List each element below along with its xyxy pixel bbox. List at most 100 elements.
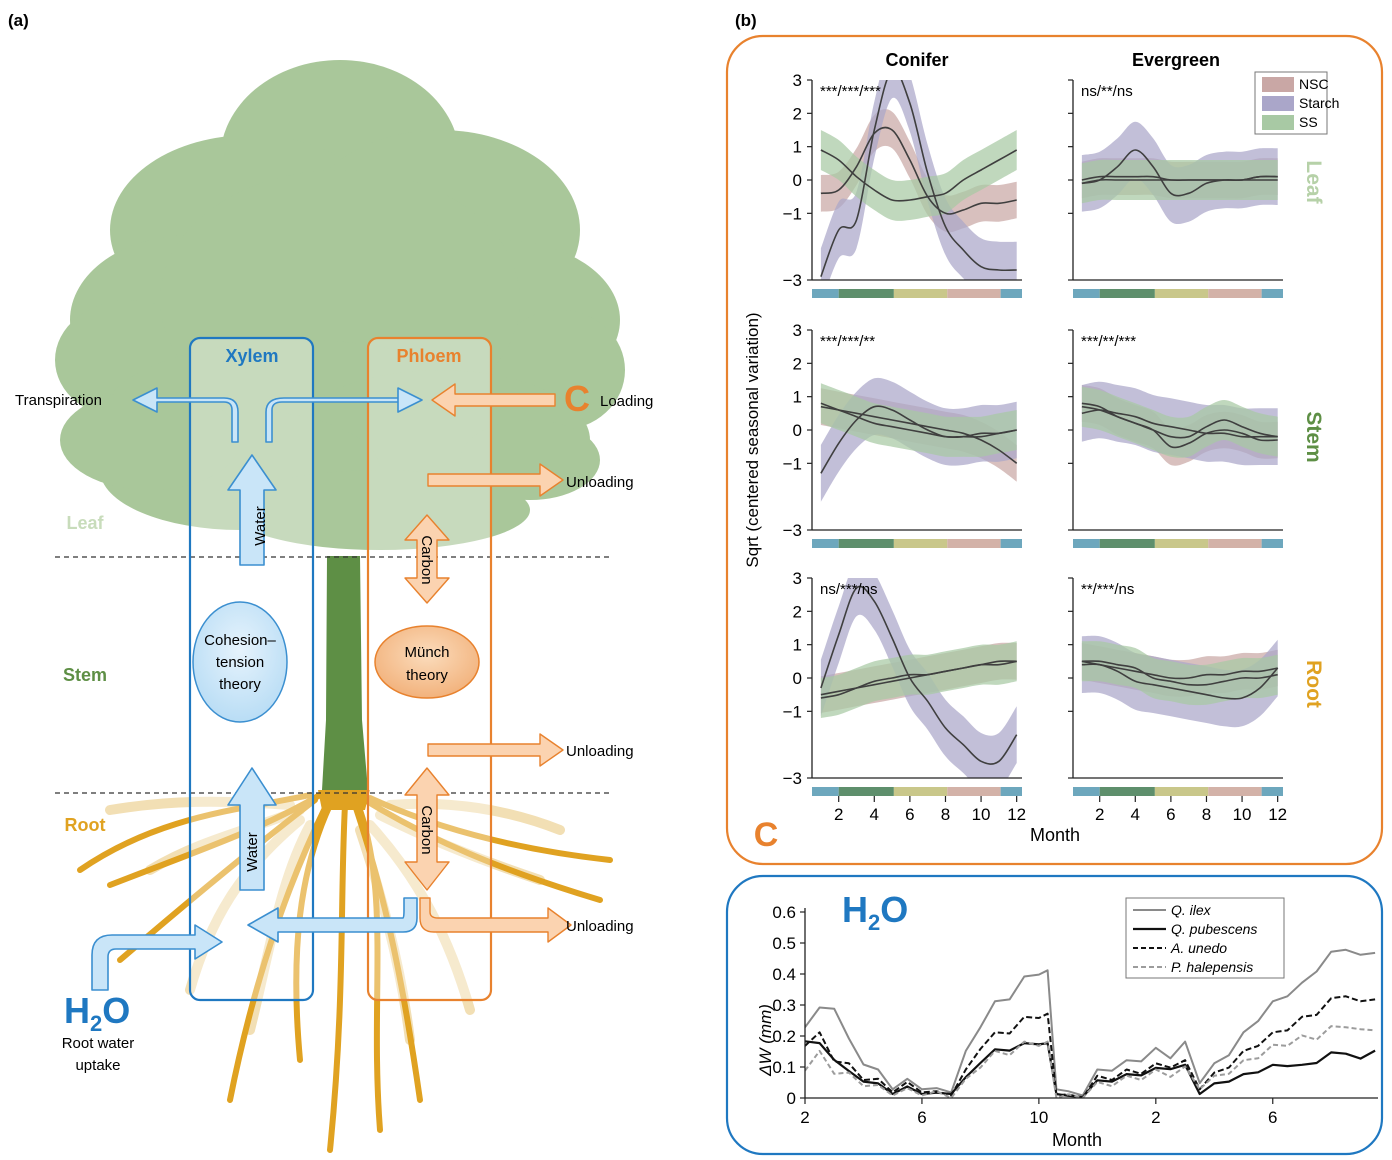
munch-theory — [374, 625, 480, 699]
season-bar-segment — [1000, 787, 1022, 796]
carbon-arrow-upper — [404, 514, 450, 604]
line-starch — [1081, 663, 1279, 700]
c-symbol-a: C — [564, 378, 590, 419]
y-tick-label: −3 — [783, 271, 802, 290]
water-y-tick: 0.3 — [772, 996, 796, 1015]
unloading-arrow-1 — [427, 463, 564, 497]
water-y-tick: 0.1 — [772, 1058, 796, 1077]
x-tick-label: 4 — [870, 805, 879, 824]
line-starch — [1081, 409, 1278, 438]
loading-arrow — [431, 383, 556, 417]
panel-b-frame — [725, 34, 1384, 866]
cohesion-line-2: tension — [216, 654, 264, 671]
panel-c-legend: Q. ilex Q. pubescens A. unedo P. halepen… — [1125, 897, 1285, 979]
season-bar-segment — [1073, 289, 1100, 298]
season-bar-segment — [1154, 289, 1209, 298]
legend-a-unedo: A. unedo — [1170, 940, 1227, 956]
water-series-3 — [805, 995, 1376, 1098]
y-tick-label: 2 — [793, 104, 802, 123]
season-bar-segment — [838, 787, 894, 796]
col-conifer: Conifer — [886, 50, 949, 70]
line-nsc — [820, 126, 1017, 215]
band-starch — [820, 80, 1017, 280]
water-x-tick: 2 — [1151, 1108, 1160, 1127]
y-tick-label: −1 — [783, 454, 802, 473]
level-root: Root — [65, 815, 106, 835]
significance-label: ***/**/*** — [1081, 333, 1136, 350]
x-tick-label: 8 — [1202, 805, 1211, 824]
season-bar-segment — [1154, 539, 1209, 548]
tree-trunk — [322, 556, 368, 790]
carbon-label-lower: Carbon — [418, 805, 435, 854]
carbon-arrow-lower — [404, 767, 450, 891]
level-stem: Stem — [63, 665, 107, 685]
x-tick-label: 12 — [1007, 805, 1026, 824]
x-tick-label: 6 — [1166, 805, 1175, 824]
line-ss — [820, 660, 1017, 699]
significance-label: ***/***/*** — [820, 83, 881, 100]
water-series-1 — [805, 948, 1376, 1097]
season-bar-segment — [1154, 787, 1209, 796]
root-uptake-arrow — [91, 924, 223, 991]
water-x-tick: 10 — [1029, 1108, 1048, 1127]
level-leaf: Leaf — [66, 513, 104, 533]
season-bar-segment — [812, 787, 839, 796]
legend-p-halepensis: P. halepensis — [1171, 959, 1253, 975]
season-bar-segment — [838, 289, 894, 298]
water-y-tick: 0.2 — [772, 1027, 796, 1046]
y-tick-label: 3 — [793, 71, 802, 90]
season-bar-segment — [1208, 787, 1262, 796]
legend-swatch-ss — [1262, 115, 1294, 130]
line-starch — [820, 585, 1018, 765]
season-bar-segment — [893, 539, 948, 548]
season-bar-segment — [838, 539, 894, 548]
season-bar-segment — [1208, 539, 1262, 548]
legend-q-pubescens: Q. pubescens — [1171, 921, 1257, 937]
line-starch — [820, 405, 1017, 474]
season-bar-segment — [1073, 539, 1100, 548]
panel-c-xlabel: Month — [1052, 1130, 1102, 1150]
row-stem: Stem — [1302, 411, 1325, 462]
season-bar-segment — [812, 539, 839, 548]
water-y-tick: 0 — [787, 1089, 796, 1108]
season-bar-segment — [1000, 289, 1022, 298]
y-tick-label: 0 — [793, 669, 802, 688]
y-tick-label: 0 — [793, 421, 802, 440]
cohesion-line-1: Cohesion– — [204, 632, 276, 649]
panel-c-frame — [725, 874, 1384, 1156]
water-y-tick: 0.5 — [772, 934, 796, 953]
y-tick-label: 1 — [793, 636, 802, 655]
x-tick-label: 4 — [1131, 805, 1140, 824]
panel-b: (b) Conifer Evergreen Leaf Stem Root Sqr… — [725, 11, 1384, 866]
x-tick-label: 12 — [1268, 805, 1287, 824]
cohesion-tension-theory — [192, 601, 288, 723]
y-tick-label: 1 — [793, 138, 802, 157]
season-bar-segment — [1099, 539, 1155, 548]
line-nsc — [1081, 660, 1278, 680]
panel-b-legend: NSC Starch SS — [1254, 71, 1339, 135]
unloading-label-3: Unloading — [566, 918, 634, 935]
h2o-symbol-c: H2O — [842, 889, 908, 935]
unloading-arrow-2 — [427, 733, 564, 767]
band-ss — [1081, 159, 1278, 204]
line-starch — [820, 80, 1017, 277]
legend-starch: Starch — [1299, 95, 1339, 111]
x-tick-label: 8 — [941, 805, 950, 824]
cohesion-line-3: theory — [219, 676, 261, 693]
season-bar-segment — [812, 289, 839, 298]
y-tick-label: −1 — [783, 204, 802, 223]
loading-label: Loading — [600, 393, 653, 410]
facet-stem-conifer: 3 2 1 0 −1 −3 ***/***/** — [783, 321, 1022, 548]
col-evergreen: Evergreen — [1132, 50, 1220, 70]
h2o-symbol-a: H2O — [64, 990, 130, 1036]
water-label-lower: Water — [244, 832, 261, 871]
facet-stem-evergreen: ***/**/*** — [1068, 329, 1283, 548]
season-bar-segment — [1261, 289, 1283, 298]
tree-roots — [77, 790, 613, 1153]
line-ss — [1081, 178, 1278, 185]
season-bar-segment — [1000, 539, 1022, 548]
legend-swatch-starch — [1262, 96, 1294, 111]
